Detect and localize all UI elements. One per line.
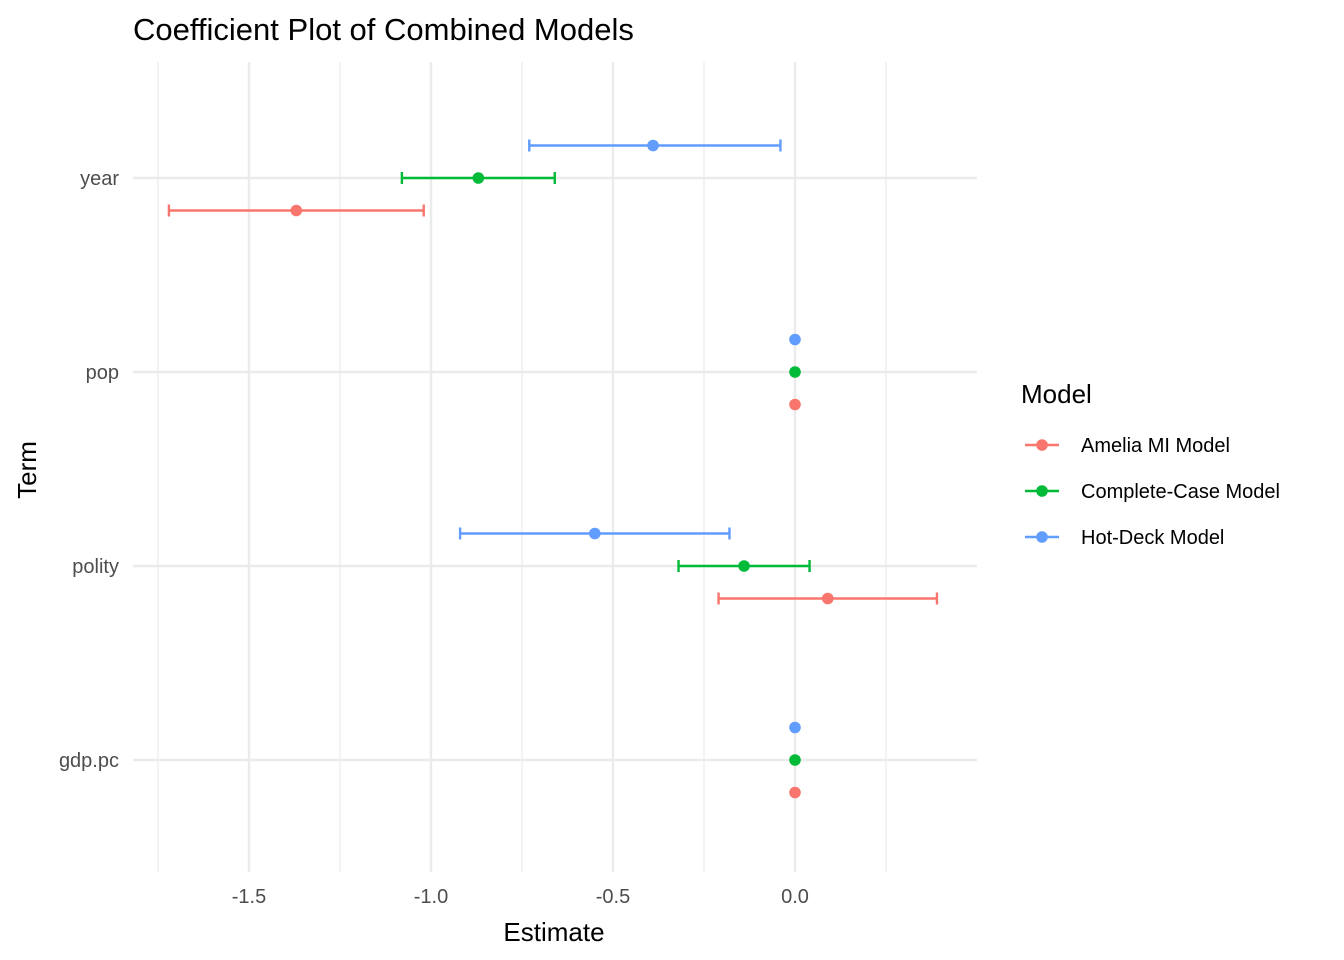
series-hot-deck-model xyxy=(458,139,801,734)
x-tick-label: -1.5 xyxy=(232,886,266,908)
x-tick-label: -0.5 xyxy=(596,886,630,908)
point-estimate xyxy=(472,172,485,184)
point-estimate xyxy=(821,592,834,605)
point-estimate xyxy=(290,204,303,217)
y-tick-label: year xyxy=(80,168,119,190)
legend-label: Hot-Deck Model xyxy=(1081,527,1224,549)
legend-key-point xyxy=(1036,531,1048,543)
y-tick-label: pop xyxy=(86,362,119,384)
point-estimate xyxy=(738,560,750,572)
point-estimate xyxy=(789,366,801,378)
grid-layer xyxy=(133,62,977,872)
point-estimate xyxy=(589,527,601,540)
legend-label: Complete-Case Model xyxy=(1081,481,1280,503)
point-estimate xyxy=(789,754,801,766)
point-estimate xyxy=(789,721,801,734)
y-tick-label: polity xyxy=(72,556,119,578)
x-tick-label: 0.0 xyxy=(781,886,809,908)
series-complete-case-model xyxy=(400,172,811,766)
series-layer xyxy=(167,139,939,799)
chart-title: Coefficient Plot of Combined Models xyxy=(133,12,634,47)
legend-label: Amelia MI Model xyxy=(1081,435,1230,457)
x-tick-label: -1.0 xyxy=(414,886,448,908)
series-amelia-mi-model xyxy=(167,204,939,799)
point-estimate xyxy=(789,398,801,411)
y-axis-label: Term xyxy=(12,441,42,499)
x-axis-label: Estimate xyxy=(503,917,604,947)
legend-key-point xyxy=(1036,485,1048,497)
point-estimate xyxy=(647,139,659,152)
legend-title: Model xyxy=(1021,379,1092,409)
y-tick-label: gdp.pc xyxy=(59,750,119,772)
axis-layer: -1.5 -1.0 -0.5 0.0 year pop polity gdp.pc xyxy=(59,168,809,908)
legend: Model Amelia MI Model Complete-Case Model… xyxy=(1021,379,1280,549)
point-estimate xyxy=(789,786,801,799)
legend-key-point xyxy=(1036,439,1048,451)
point-estimate xyxy=(789,333,801,346)
